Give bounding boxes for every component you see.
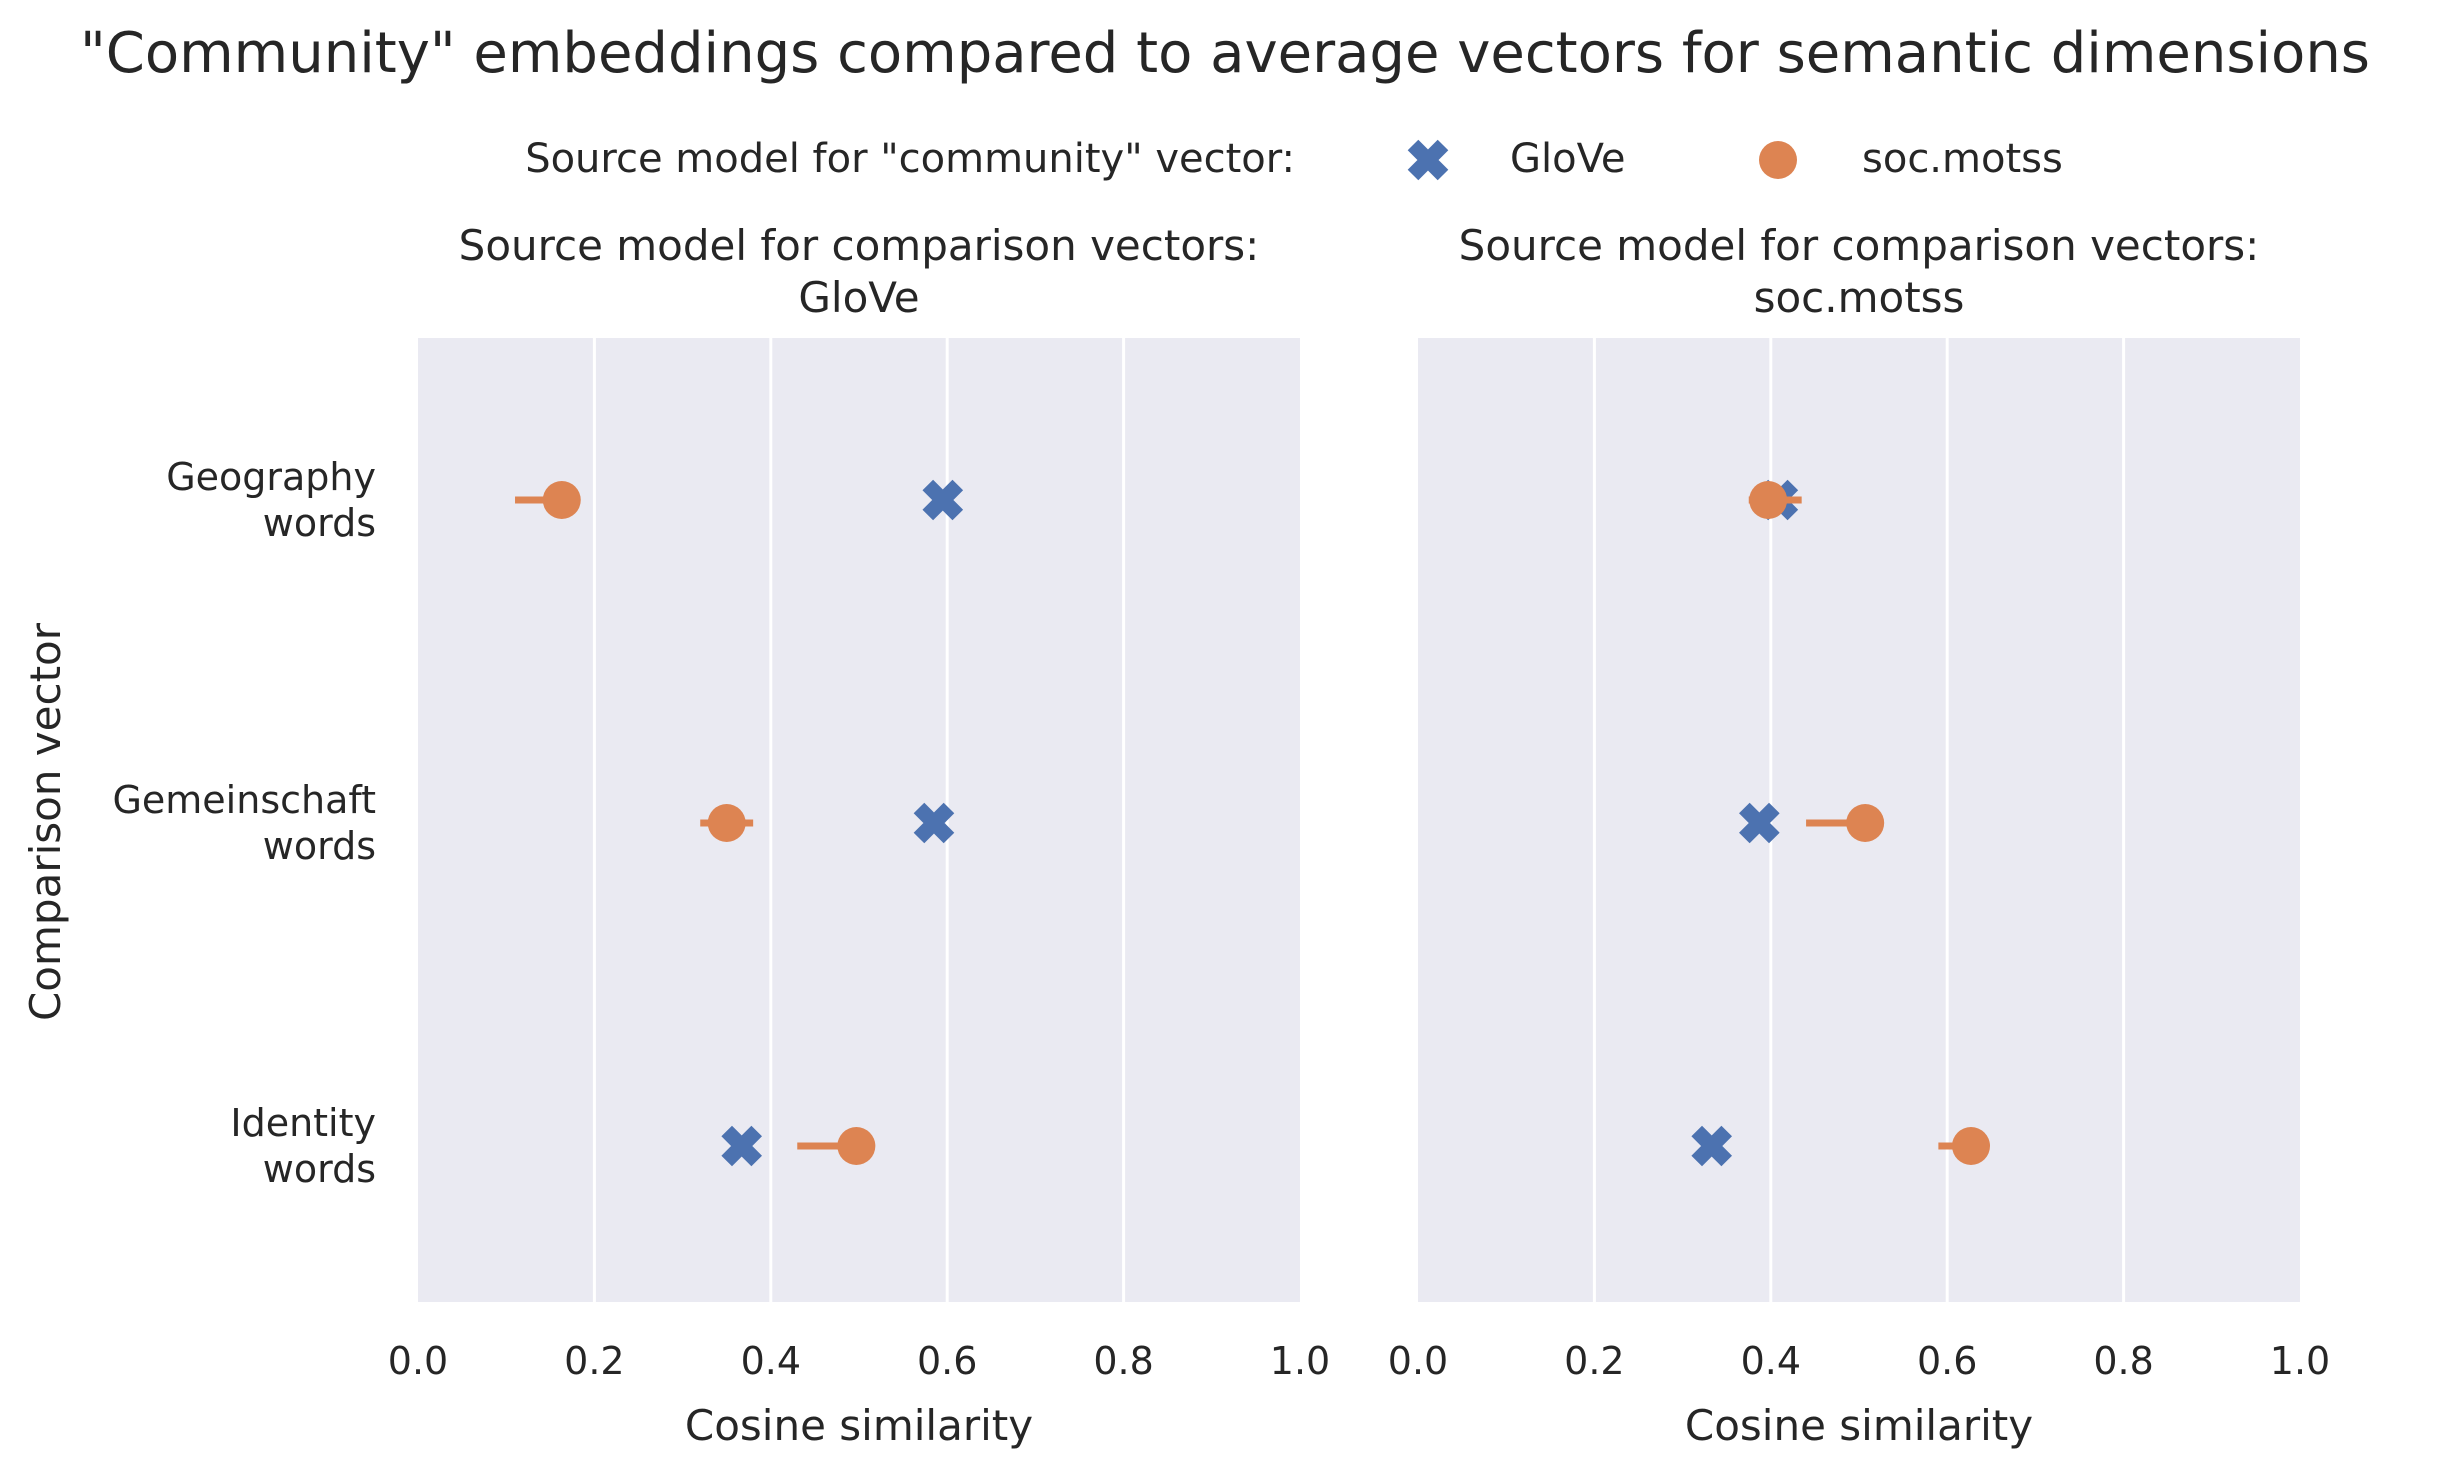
y-tick-label: Gemeinschaft words <box>112 778 376 868</box>
x-tick-label: 0.4 <box>1741 1339 1801 1383</box>
legend-marker-glove <box>1407 139 1449 181</box>
y-tick-label: Identity words <box>230 1101 376 1191</box>
panel-2: Source model for comparison vectors:soc.… <box>1388 221 2330 1450</box>
x-tick-label: 0.8 <box>2093 1339 2153 1383</box>
y-tick-line: words <box>263 824 376 868</box>
legend-title: Source model for "community" vector: <box>525 136 1295 182</box>
x-tick-label: 0.6 <box>917 1339 977 1383</box>
y-axis-label: Comparison vector <box>21 622 70 1021</box>
panel-1: Source model for comparison vectors:GloV… <box>112 221 1330 1450</box>
x-axis-label: Cosine similarity <box>685 1401 1033 1450</box>
point-glove <box>1739 802 1780 844</box>
panel-title-line1: Source model for comparison vectors: <box>1459 221 2260 270</box>
point-soc-motss <box>707 804 746 842</box>
panels: Source model for comparison vectors:GloV… <box>112 221 2330 1450</box>
y-tick-line: words <box>263 1147 376 1191</box>
y-tick-line: Gemeinschaft <box>112 778 376 822</box>
point-glove <box>1691 1125 1733 1167</box>
panel-title-line2: GloVe <box>798 273 919 322</box>
point-glove <box>913 802 955 844</box>
x-tick-label: 0.0 <box>1388 1339 1448 1383</box>
y-tick-line: Identity <box>230 1101 376 1145</box>
panel-title-line1: Source model for comparison vectors: <box>459 221 1260 270</box>
chart-title: "Community" embeddings compared to avera… <box>80 21 2370 86</box>
y-tick-line: words <box>263 501 376 545</box>
x-tick-label: 0.2 <box>564 1339 624 1383</box>
y-tick-label: Geography words <box>166 455 376 545</box>
legend-label-glove: GloVe <box>1510 136 1625 182</box>
x-tick-label: 1.0 <box>2270 1339 2330 1383</box>
legend-marker-soc-motss <box>1759 141 1797 179</box>
point-soc-motss <box>1952 1127 1991 1165</box>
x-tick-label: 0.0 <box>388 1339 448 1383</box>
x-tick-label: 1.0 <box>1270 1339 1330 1383</box>
legend: GloVe soc.motss <box>1407 136 2063 182</box>
point-soc-motss <box>542 481 581 519</box>
panel-title-line2: soc.motss <box>1754 273 1965 322</box>
x-tick-label: 0.8 <box>1093 1339 1153 1383</box>
point-soc-motss <box>1846 804 1885 842</box>
point-glove <box>922 479 964 521</box>
point-soc-motss <box>1749 481 1788 519</box>
point-soc-motss <box>837 1127 876 1165</box>
x-axis-label: Cosine similarity <box>1685 1401 2033 1450</box>
legend-label-soc-motss: soc.motss <box>1862 136 2063 182</box>
x-tick-label: 0.2 <box>1564 1339 1624 1383</box>
y-tick-line: Geography <box>166 455 376 499</box>
point-glove <box>721 1125 762 1167</box>
x-tick-label: 0.4 <box>741 1339 801 1383</box>
x-tick-label: 0.6 <box>1917 1339 1977 1383</box>
